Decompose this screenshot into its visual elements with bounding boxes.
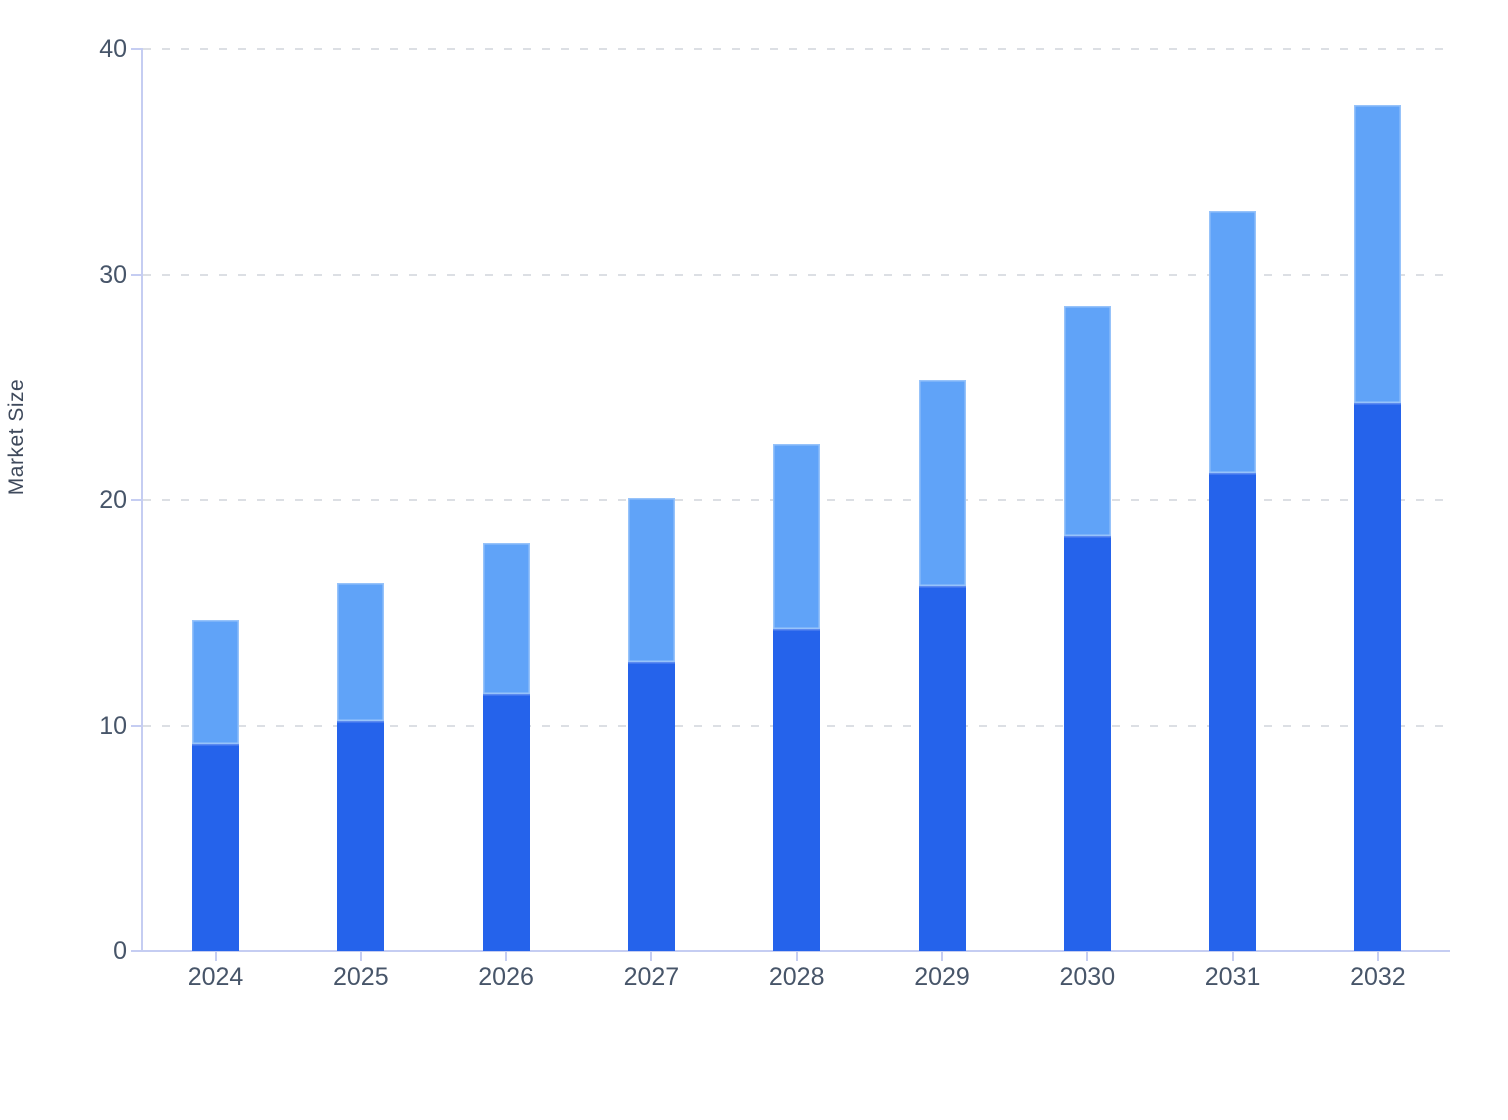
x-tick-mark <box>1376 951 1379 961</box>
bar-segment-bottom <box>337 720 385 951</box>
bar-segment-top <box>627 497 675 663</box>
y-tick-label: 10 <box>99 711 127 740</box>
bar-segment-top <box>482 542 530 694</box>
bar-segment-top <box>1354 105 1402 404</box>
bar-segment-top <box>1063 306 1111 537</box>
x-tick-label: 2024 <box>187 963 244 991</box>
bar-segment-top <box>192 619 239 744</box>
x-tick-label: 2029 <box>914 963 970 991</box>
bar-segment-bottom <box>773 628 821 951</box>
y-tick-label: 0 <box>113 937 127 965</box>
bar-segment-bottom <box>1063 536 1111 951</box>
y-tick-label: 30 <box>99 260 127 289</box>
x-tick-mark <box>1231 951 1234 961</box>
x-tick-mark <box>650 951 653 961</box>
gridline <box>143 273 1450 276</box>
bar-segment-top <box>918 380 966 586</box>
bar-segment-bottom <box>482 693 530 951</box>
x-tick-mark <box>214 951 217 961</box>
x-tick-mark <box>505 951 508 961</box>
bar-segment-top <box>1209 211 1257 473</box>
x-axis-line <box>132 950 1450 952</box>
y-tick-mark <box>131 724 143 727</box>
x-tick-label: 2026 <box>478 963 534 991</box>
bar-segment-bottom <box>627 662 675 951</box>
bar-segment-bottom <box>1354 403 1402 951</box>
y-tick-mark <box>131 48 143 50</box>
x-tick-mark <box>941 951 943 961</box>
x-tick-mark <box>1086 951 1089 961</box>
y-tick-mark <box>131 273 143 276</box>
y-tick-label: 40 <box>99 35 127 63</box>
y-tick-label: 20 <box>99 486 127 514</box>
x-tick-label: 2028 <box>768 963 825 991</box>
x-tick-label: 2030 <box>1059 963 1116 991</box>
x-tick-mark <box>359 951 362 961</box>
x-tick-label: 2027 <box>623 963 680 991</box>
bar-segment-top <box>337 583 385 721</box>
gridline <box>143 48 1450 50</box>
y-tick-mark <box>131 950 143 952</box>
y-tick-mark <box>131 499 143 501</box>
bar-segment-bottom <box>918 585 966 951</box>
bar-segment-bottom <box>192 743 239 951</box>
x-tick-label: 2025 <box>332 963 389 991</box>
x-tick-label: 2032 <box>1350 963 1406 991</box>
x-tick-mark <box>795 951 798 961</box>
bar-segment-top <box>773 443 821 629</box>
bar-segment-bottom <box>1209 472 1257 951</box>
x-tick-label: 2031 <box>1204 963 1261 991</box>
